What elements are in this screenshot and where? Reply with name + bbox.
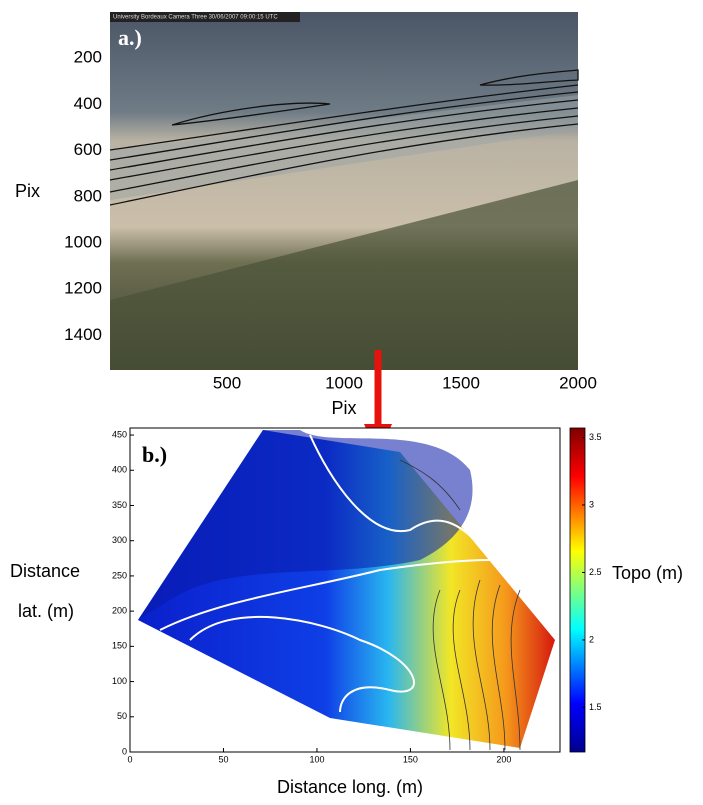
y-tick-label: 0: [122, 746, 127, 756]
colorbar: [569, 427, 586, 753]
y-tick-label: 300: [112, 535, 127, 545]
y-tick-label: 400: [74, 94, 102, 113]
y-tick-label: 600: [74, 140, 102, 159]
y-tick-label: 1000: [64, 232, 102, 251]
colorbar-tick-label: 1.5: [589, 702, 602, 712]
deep-region: [138, 430, 473, 620]
y-tick-label: 400: [112, 465, 127, 475]
colorbar-tick-label: 3: [589, 499, 594, 509]
y-tick-label: 350: [112, 500, 127, 510]
caption-bar: [110, 12, 300, 22]
y-tick-label: 50: [117, 711, 127, 721]
panel-label: b.): [142, 442, 167, 467]
x-tick-label: 200: [496, 754, 511, 764]
contour-lines: [109, 69, 579, 206]
y-tick-label: 150: [112, 641, 127, 651]
x-tick-label: 100: [309, 754, 324, 764]
x-tick-label: 2000: [559, 373, 597, 392]
y-tick-label: 800: [74, 186, 102, 205]
x-tick-label: 150: [403, 754, 418, 764]
y-tick-label: 250: [112, 570, 127, 580]
camera-caption: University Bordeaux Camera Three 30/06/2…: [113, 15, 278, 21]
black-contours: [399, 459, 521, 751]
y-tick-label: 1400: [64, 325, 102, 344]
x-tick-label: 50: [218, 754, 228, 764]
x-axis-label: Distance long. (m): [277, 777, 423, 797]
y-tick-label: 1200: [64, 279, 102, 298]
y-tick-label: 450: [112, 429, 127, 439]
x-tick-label: 0: [127, 754, 132, 764]
panel-label: a.): [118, 25, 142, 50]
x-tick-label: 500: [213, 373, 241, 392]
x-axis-label: Pix: [331, 398, 356, 418]
dune-vegetation: [110, 180, 578, 370]
white-contours: [159, 434, 491, 713]
y-axis-label: Pix: [15, 181, 40, 201]
colorbar-tick-label: 3.5: [589, 432, 602, 442]
y-axis-label: lat. (m): [18, 601, 74, 621]
colorbar-tick-label: 2.5: [589, 567, 602, 577]
colorbar-label: Topo (m): [612, 563, 683, 583]
y-tick-label: 100: [112, 676, 127, 686]
y-tick-label: 200: [74, 48, 102, 67]
x-tick-label: 1500: [442, 373, 480, 392]
colorbar-tick-label: 2: [589, 634, 594, 644]
x-tick-label: 1000: [325, 373, 363, 392]
y-axis-label: Distance: [10, 561, 80, 581]
y-tick-label: 200: [112, 606, 127, 616]
